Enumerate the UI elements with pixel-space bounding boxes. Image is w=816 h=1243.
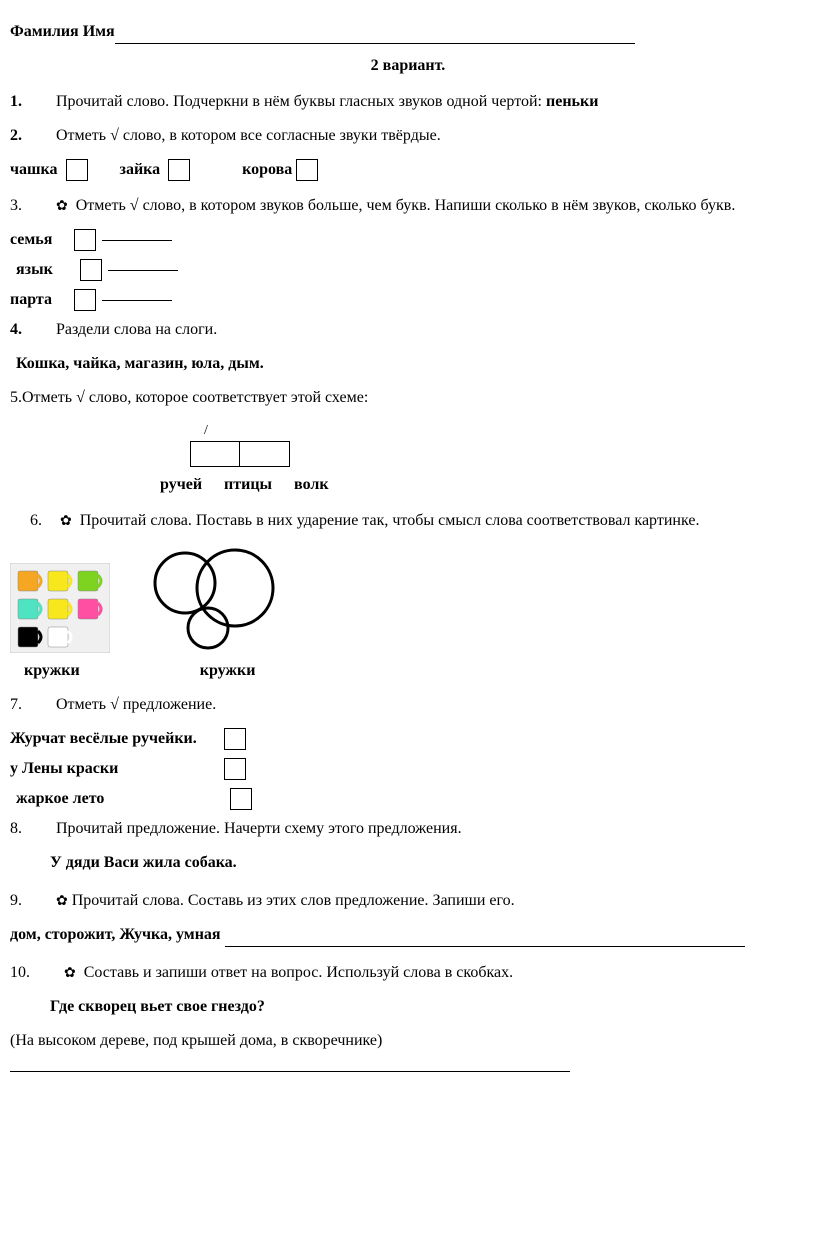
task-7-row-3: жаркое лето (10, 787, 806, 811)
task-9-text: Прочитай слова. Составь из этих слов пре… (72, 892, 515, 909)
name-underline[interactable] (115, 43, 635, 44)
task-3-number: 3. (10, 197, 22, 214)
circles-image (140, 543, 280, 653)
task-3-text: Отметь √ слово, в котором звуков больше,… (72, 197, 736, 214)
name-label: Фамилия Имя (10, 23, 115, 40)
task-5-word-3: волк (294, 476, 329, 493)
task-3-checkbox-1[interactable] (74, 229, 96, 251)
scheme-cell-2 (240, 441, 290, 467)
task-9-number: 9. (10, 892, 22, 909)
task-8-number: 8. (10, 820, 22, 837)
task-5-options: ручей птицы волк (160, 473, 806, 497)
flower-icon: ✿ (64, 966, 76, 981)
task-2: 2. Отметь √ слово, в котором все согласн… (10, 124, 806, 148)
task-7: 7. Отметь √ предложение. (10, 693, 806, 717)
task-5-text: Отметь √ слово, которое соответствует эт… (22, 389, 368, 406)
task-4-words: Кошка, чайка, магазин, юла, дым. (16, 352, 806, 376)
task-5: 5.Отметь √ слово, которое соответствует … (10, 386, 806, 410)
scheme-boxes (190, 441, 806, 467)
task-10-text: Составь и запиши ответ на вопрос. Исполь… (80, 964, 513, 981)
task-7-number: 7. (10, 696, 22, 713)
task-7-checkbox-2[interactable] (224, 758, 246, 780)
task-8-sentence: У дяди Васи жила собака. (50, 851, 806, 875)
task-8: 8. Прочитай предложение. Начерти схему э… (10, 817, 806, 841)
task-9-words-row: дом, сторожит, Жучка, умная (10, 923, 806, 947)
task-4-number: 4. (10, 321, 22, 338)
task-10-hint: (На высоком дереве, под крышей дома, в с… (10, 1029, 806, 1053)
task-8-text: Прочитай предложение. Начерти схему этог… (56, 820, 462, 837)
task-3-word-2: язык (16, 258, 76, 282)
task-9: 9. ✿ Прочитай слова. Составь из этих слов… (10, 889, 806, 913)
task-3-row-1: семья (10, 228, 806, 252)
task-5-word-1: ручей (160, 476, 202, 493)
task-7-checkbox-3[interactable] (230, 788, 252, 810)
task-6-text: Прочитай слова. Поставь в них ударение т… (76, 512, 700, 529)
name-field: Фамилия Имя (10, 20, 806, 44)
task-7-row-1: Журчат весёлые ручейки. (10, 727, 806, 751)
task-3-row-3: парта (10, 288, 806, 312)
task-9-answer-line[interactable] (225, 946, 745, 947)
task-2-checkbox-3[interactable] (296, 159, 318, 181)
task-2-word-2: зайка (120, 161, 161, 178)
task-3-row-2: язык (10, 258, 806, 282)
task-3-word-3: парта (10, 288, 70, 312)
task-5-scheme: / (190, 420, 806, 467)
task-5-number: 5. (10, 389, 22, 406)
task-3-word-1: семья (10, 228, 70, 252)
scheme-cell-1 (190, 441, 240, 467)
mugs-image (10, 563, 110, 653)
task-3: 3. ✿ Отметь √ слово, в котором звуков бо… (10, 194, 806, 218)
task-2-number: 2. (10, 127, 22, 144)
stress-mark: / (204, 420, 806, 441)
task-2-text: Отметь √ слово, в котором все согласные … (56, 127, 441, 144)
flower-icon: ✿ (56, 199, 68, 214)
task-7-checkbox-1[interactable] (224, 728, 246, 750)
task-1-number: 1. (10, 93, 22, 110)
task-1: 1. Прочитай слово. Подчеркни в нём буквы… (10, 90, 806, 114)
task-2-options: чашка зайка корова (10, 158, 806, 182)
task-4-text: Раздели слова на слоги. (56, 321, 217, 338)
task-7-sent-3: жаркое лето (16, 787, 226, 811)
task-7-sent-2: у Лены краски (10, 757, 220, 781)
task-10: 10. ✿ Составь и запиши ответ на вопрос. … (10, 961, 806, 985)
task-6: 6. ✿ Прочитай слова. Поставь в них ударе… (10, 509, 806, 533)
task-2-word-3: корова (242, 161, 292, 178)
task-10-number: 10. (10, 964, 30, 981)
task-2-word-1: чашка (10, 161, 58, 178)
flower-icon: ✿ (56, 894, 68, 909)
task-5-word-2: птицы (224, 476, 272, 493)
task-6-images (10, 543, 806, 653)
flower-icon: ✿ (60, 514, 72, 529)
task-4: 4. Раздели слова на слоги. (10, 318, 806, 342)
task-3-line-1[interactable] (102, 240, 172, 241)
task-2-checkbox-1[interactable] (66, 159, 88, 181)
task-1-word: пеньки (546, 93, 598, 110)
task-10-answer-line[interactable] (10, 1071, 570, 1072)
task-2-checkbox-2[interactable] (168, 159, 190, 181)
variant-title: 2 вариант. (10, 54, 806, 78)
task-7-row-2: у Лены краски (10, 757, 806, 781)
task-7-text: Отметь √ предложение. (56, 696, 216, 713)
task-6-labels: кружки кружки (24, 659, 806, 683)
task-3-line-3[interactable] (102, 300, 172, 301)
task-1-text: Прочитай слово. Подчеркни в нём буквы гл… (56, 93, 546, 110)
task-7-sent-1: Журчат весёлые ручейки. (10, 727, 220, 751)
task-6-number: 6. (30, 512, 42, 529)
task-6-label-2: кружки (200, 659, 256, 683)
task-6-label-1: кружки (24, 659, 80, 683)
task-9-words: дом, сторожит, Жучка, умная (10, 926, 225, 943)
task-3-checkbox-3[interactable] (74, 289, 96, 311)
task-10-question: Где скворец вьет свое гнездо? (50, 995, 806, 1019)
task-3-line-2[interactable] (108, 270, 178, 271)
task-3-checkbox-2[interactable] (80, 259, 102, 281)
